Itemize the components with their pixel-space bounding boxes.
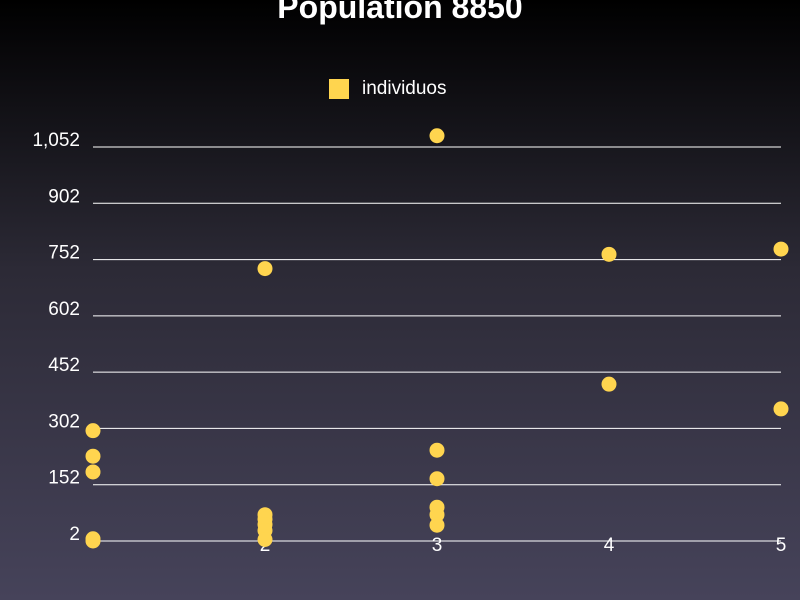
data-point xyxy=(773,241,789,257)
data-point xyxy=(85,423,101,439)
y-tick-label: 302 xyxy=(48,411,80,432)
y-tick-label: 2 xyxy=(69,524,80,545)
y-tick-label: 752 xyxy=(48,243,80,264)
chart-title: Population 8850 xyxy=(277,0,522,25)
y-axis-ticks: 2 152 302 452 602 752 902 1,052 xyxy=(32,130,80,545)
y-tick-label: 152 xyxy=(48,468,80,489)
x-tick-label: 3 xyxy=(432,535,443,556)
data-point xyxy=(257,261,273,277)
data-point xyxy=(601,246,617,262)
legend: individuos xyxy=(329,78,447,99)
data-point xyxy=(601,376,617,392)
y-tick-label: 1,052 xyxy=(32,130,80,151)
x-tick-label: 4 xyxy=(604,535,615,556)
data-point xyxy=(85,464,101,480)
data-point xyxy=(257,531,273,547)
data-point xyxy=(85,533,101,549)
y-tick-label: 452 xyxy=(48,355,80,376)
legend-label: individuos xyxy=(362,78,447,99)
data-point xyxy=(429,517,445,533)
y-tick-label: 902 xyxy=(48,186,80,207)
data-point xyxy=(429,442,445,458)
x-tick-label: 5 xyxy=(776,535,787,556)
y-tick-label: 602 xyxy=(48,299,80,320)
data-point xyxy=(429,507,445,523)
grid xyxy=(93,146,781,542)
data-point xyxy=(429,471,445,487)
legend-swatch xyxy=(329,79,349,99)
data-point xyxy=(773,401,789,417)
data-point xyxy=(429,128,445,144)
data-points xyxy=(85,128,789,549)
data-point xyxy=(85,448,101,464)
